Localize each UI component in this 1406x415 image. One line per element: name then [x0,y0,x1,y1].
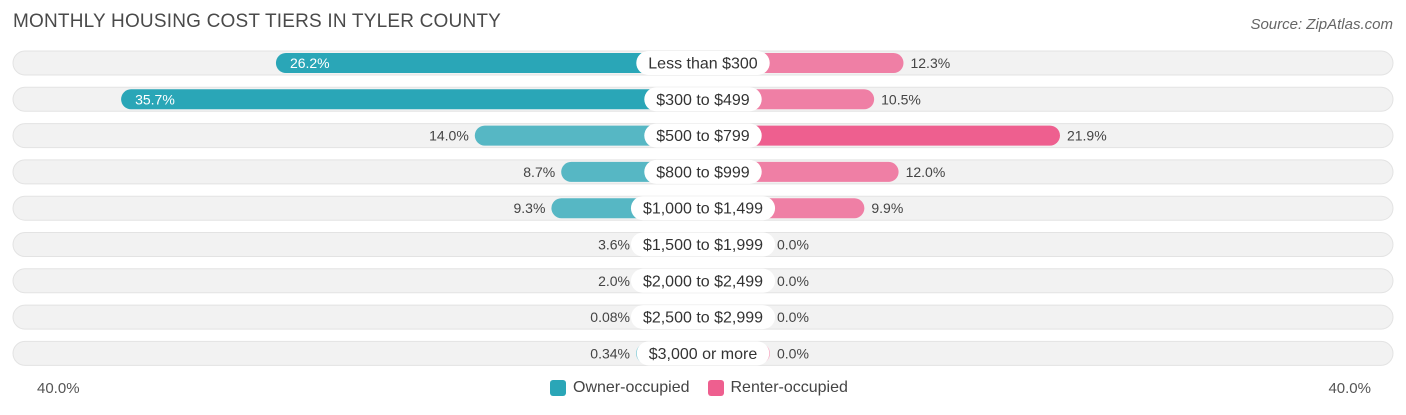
chart-row: 0.34% 0.0% $3,000 or more [12,340,1394,366]
category-label: Less than $300 [648,56,758,73]
legend: Owner-occupied Renter-occupied [550,379,866,397]
source-label: Source: ZipAtlas.com [1250,16,1393,33]
legend-label-owner: Owner-occupied [573,379,690,396]
owner-value-label: 9.3% [513,200,545,216]
category-label: $800 to $999 [656,164,750,181]
category-label: $500 to $799 [656,128,750,145]
chart-row: 9.3% 9.9% $1,000 to $1,499 [12,195,1394,221]
category-pill [630,305,776,330]
renter-value-label: 12.3% [910,55,950,71]
chart-row: 8.7% 12.0% $800 to $999 [12,159,1394,185]
category-pill [636,51,770,75]
renter-value-label: 10.5% [881,91,921,107]
chart-title: MONTHLY HOUSING COST TIERS IN TYLER COUN… [13,11,502,32]
legend-swatch-owner [550,380,566,396]
renter-value-label: 21.9% [1067,128,1107,144]
owner-value-label: 8.7% [523,164,555,180]
renter-value-label: 12.0% [906,164,946,180]
owner-value-label: 35.7% [135,91,175,107]
category-label: $2,000 to $2,499 [643,273,763,290]
owner-value-label: 14.0% [429,128,469,144]
owner-value-label: 26.2% [290,55,330,71]
renter-bar [703,125,1060,146]
owner-value-label: 0.08% [590,309,630,325]
owner-bar [121,89,704,110]
owner-value-label: 0.34% [590,345,630,361]
chart-row: 3.6% 0.0% $1,500 to $1,999 [12,232,1394,257]
category-label: $1,500 to $1,999 [643,237,763,254]
owner-value-label: 2.0% [598,273,630,289]
category-pill [636,341,770,366]
owner-bar [275,53,703,73]
legend-item-renter: Renter-occupied [707,379,848,397]
axis-right-label: 40.0% [1328,380,1371,397]
chart-row: 35.7% 10.5% $300 to $499 [12,86,1394,112]
renter-value-label: 0.0% [777,345,809,361]
chart-row: 0.08% 0.0% $2,500 to $2,999 [12,304,1394,330]
category-pill [644,123,762,148]
chart-row: 14.0% 21.9% $500 to $799 [12,123,1394,149]
category-label: $1,000 to $1,499 [643,201,763,218]
renter-value-label: 9.9% [871,200,903,216]
category-label: $3,000 or more [649,346,758,363]
renter-value-label: 0.0% [777,237,809,253]
legend-swatch-renter [707,380,724,396]
category-pill [630,268,776,293]
category-pill [644,159,762,184]
legend-label-renter: Renter-occupied [730,379,848,396]
diverging-bar-chart: 26.2% 12.3% Less than $300 35.7% 10.5% $300 t… [12,50,1394,366]
category-pill [644,87,762,112]
category-pill [630,232,776,257]
owner-value-label: 3.6% [598,237,630,253]
category-label: $2,500 to $2,999 [643,310,763,327]
axis-left-label: 40.0% [37,380,80,397]
renter-value-label: 0.0% [777,273,809,289]
chart-row: 2.0% 0.0% $2,000 to $2,499 [12,268,1394,294]
category-label: $300 to $499 [656,92,750,109]
chart-row: 26.2% 12.3% Less than $300 [12,50,1394,76]
legend-item-owner: Owner-occupied [550,379,690,397]
category-pill [630,196,776,221]
renter-value-label: 0.0% [777,309,809,325]
